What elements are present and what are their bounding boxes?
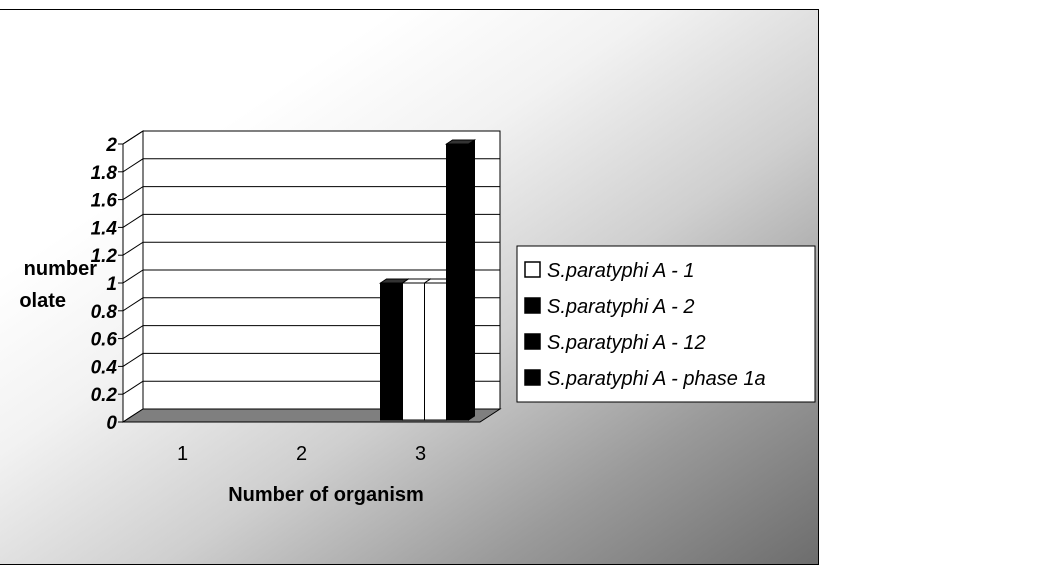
x-tick-label: 1 — [177, 443, 188, 465]
y-tick-label: 1 — [106, 274, 117, 295]
y-tick-label: 0.8 — [91, 302, 118, 323]
gridline — [122, 130, 500, 145]
y-tick-label: 2 — [105, 135, 117, 156]
y-tick-label: 1.6 — [91, 191, 118, 212]
gridline — [122, 269, 500, 284]
legend-label: S.paratyphi A - 12 — [547, 332, 706, 354]
bar-top — [444, 139, 477, 145]
legend-label: S.paratyphi A - 2 — [547, 296, 694, 318]
gridline — [122, 241, 500, 256]
gridline — [122, 213, 500, 228]
y-tick-label: 0.6 — [91, 330, 118, 351]
bar — [446, 143, 469, 421]
x-axis-title: Number of organism — [228, 484, 424, 506]
x-tick-label: 3 — [415, 443, 426, 465]
bar — [402, 282, 425, 421]
bar-chart: 0 0.2 0.4 0.6 0.8 1 1.2 1.4 1.6 1.8 2 1 2 3 Number of … — [19, 130, 816, 506]
y-axis-title-line2: olate — [19, 290, 66, 312]
legend-swatch — [524, 297, 541, 314]
gridline — [122, 186, 500, 201]
y-tick-label: 1.8 — [91, 163, 118, 184]
y-tick-label: 0.4 — [91, 357, 118, 378]
y-tick-label: 0 — [106, 413, 117, 434]
chart-area: 0 0.2 0.4 0.6 0.8 1 1.2 1.4 1.6 1.8 2 1 2 3 Number of … — [0, 9, 819, 565]
bar — [380, 282, 403, 421]
legend-box — [516, 245, 816, 403]
y-axis-title-line1: number — [24, 258, 98, 280]
legend-label: S.paratyphi A - phase 1a — [547, 368, 766, 390]
bar-side — [468, 139, 475, 421]
bar — [424, 282, 447, 421]
y-tick-label: 1.4 — [91, 218, 118, 239]
x-tick-label: 2 — [296, 443, 307, 465]
legend-swatch — [524, 369, 541, 386]
y-tick-label: 0.2 — [91, 385, 118, 406]
legend-swatch — [524, 261, 541, 278]
gridline — [122, 158, 500, 173]
legend-swatch — [524, 333, 541, 350]
y-tick-label: 1.2 — [91, 246, 118, 267]
legend-label: S.paratyphi A - 1 — [547, 260, 694, 282]
